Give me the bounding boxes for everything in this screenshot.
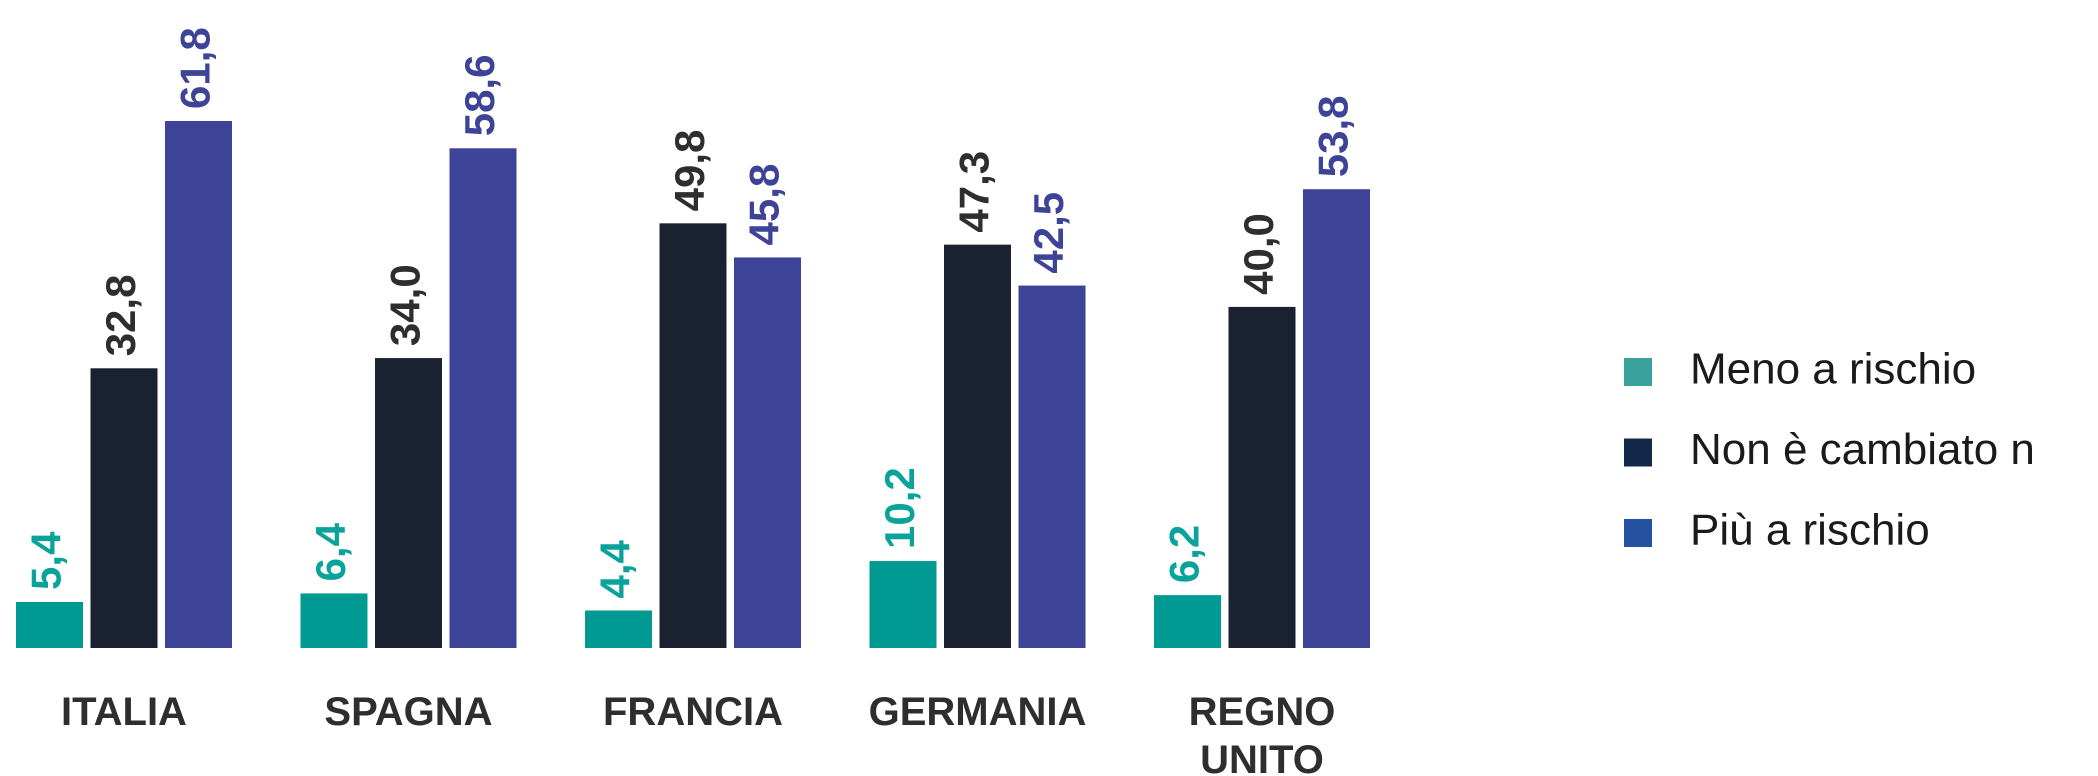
- bar: [16, 601, 83, 648]
- legend-swatch: [1624, 519, 1652, 547]
- value-label: 10,2: [876, 467, 923, 549]
- bar: [165, 121, 232, 648]
- legend-label: Più a rischio: [1690, 506, 1930, 555]
- value-label: 53,8: [1310, 95, 1357, 177]
- bar: [449, 148, 517, 648]
- x-tick-label: REGNO UNITO: [1188, 690, 1336, 776]
- bar: [1303, 189, 1370, 648]
- x-tick-label: GERMANIA: [868, 690, 1087, 734]
- value-label: 6,4: [307, 522, 354, 581]
- bar: [1228, 306, 1296, 648]
- value-label: 4,4: [592, 539, 639, 598]
- value-label: 34,0: [382, 264, 429, 346]
- bar: [585, 610, 652, 648]
- value-label: 61,8: [172, 27, 219, 109]
- bar: [734, 257, 801, 648]
- legend-swatch: [1624, 358, 1652, 386]
- value-label: 40,0: [1235, 213, 1282, 295]
- bar: [659, 223, 727, 649]
- legend-label: Meno a rischio: [1690, 345, 1976, 394]
- value-label: 45,8: [741, 164, 788, 246]
- value-label: 58,6: [456, 55, 503, 137]
- value-label: 32,8: [97, 275, 144, 357]
- value-label: 47,3: [951, 151, 998, 233]
- legend-swatch: [1624, 438, 1652, 467]
- bar: [869, 561, 937, 648]
- value-label: 42,5: [1025, 192, 1072, 274]
- x-tick-label: ITALIA: [61, 690, 187, 734]
- bar: [300, 593, 368, 648]
- x-tick-label: SPAGNA: [324, 690, 493, 734]
- bar: [1154, 595, 1221, 648]
- bar: [1018, 285, 1086, 648]
- value-label: 49,8: [666, 130, 713, 212]
- bar: [944, 244, 1011, 648]
- value-label: 5,4: [23, 531, 70, 590]
- bar: [90, 368, 158, 648]
- value-label: 6,2: [1161, 525, 1208, 583]
- legend-label: Non è cambiato n: [1690, 425, 2035, 474]
- bar: [375, 358, 442, 648]
- x-tick-label: FRANCIA: [603, 690, 783, 734]
